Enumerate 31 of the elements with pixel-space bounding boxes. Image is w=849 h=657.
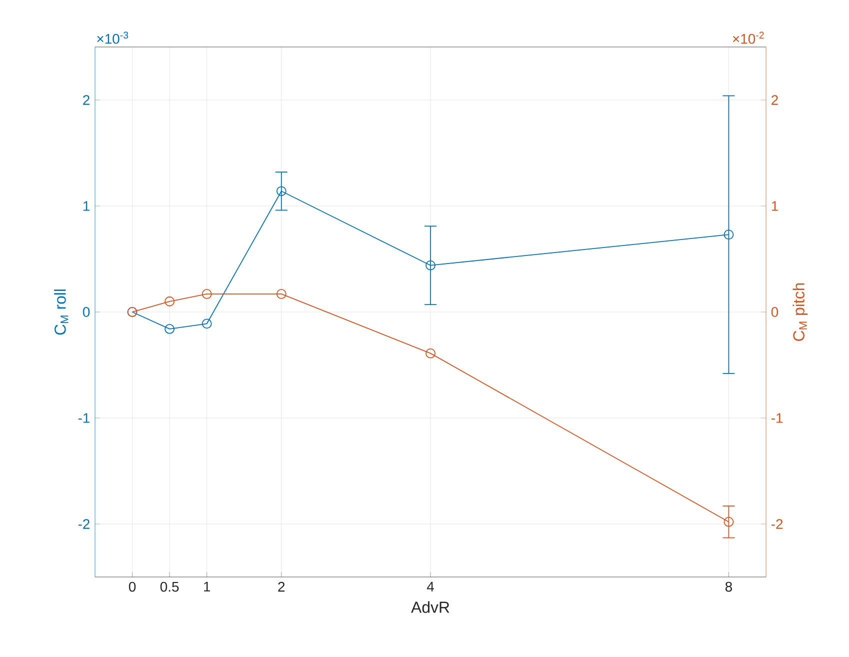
point <box>164 324 175 334</box>
y-axis-title: C$_{M}$ roll <box>54 290 68 335</box>
y2-tick-label: 0 <box>771 307 778 317</box>
y2-tick-label: 2 <box>772 95 778 105</box>
y2-tick-label: -1 <box>771 413 783 423</box>
point <box>276 186 286 196</box>
y-tick-label: -1 <box>78 413 90 423</box>
point <box>164 296 175 306</box>
x-tick-label: 1 <box>204 582 210 592</box>
y-tick-label: 2 <box>83 95 90 105</box>
y2-tick-label: 1 <box>772 201 778 211</box>
point <box>202 318 212 329</box>
x-tick-label: 0.5 <box>160 582 179 592</box>
y-tick-label: 0 <box>82 307 90 317</box>
x-tick-label: 2 <box>278 582 285 592</box>
point <box>202 289 212 299</box>
text: ×10$^{-3}$ <box>97 32 128 44</box>
y-tick-label: 1 <box>83 201 90 211</box>
point <box>724 516 734 527</box>
point <box>426 260 436 270</box>
point <box>724 230 734 240</box>
y2-axis-title: C$_{M}$ pitch <box>792 283 808 341</box>
x-tick-label: 8 <box>725 582 732 592</box>
x-axis-title: AdvR <box>411 601 450 613</box>
x-tick-label: 4 <box>426 582 434 592</box>
y2-tick-label: -2 <box>771 519 783 529</box>
y-tick-label: -2 <box>78 519 90 529</box>
point <box>276 289 286 299</box>
x-tick-label: 0 <box>128 582 136 592</box>
text: ×10$^{-2}$ <box>732 32 764 44</box>
point <box>426 348 436 358</box>
